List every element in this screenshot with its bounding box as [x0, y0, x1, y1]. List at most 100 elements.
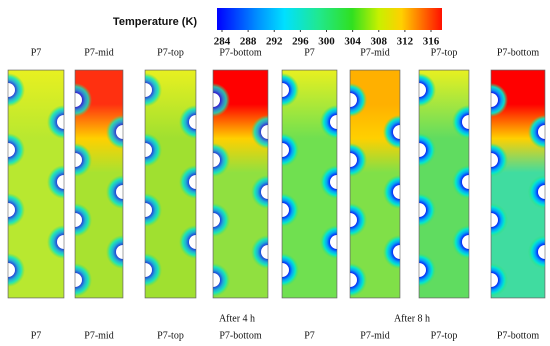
- tube: [8, 143, 15, 157]
- halo: [251, 175, 268, 209]
- halo: [419, 133, 436, 167]
- halo: [145, 253, 162, 287]
- contour-panel: [213, 70, 268, 298]
- tube: [57, 235, 64, 249]
- panel-label: P7-mid: [360, 47, 389, 58]
- tube: [538, 245, 545, 259]
- halo: [213, 143, 230, 177]
- halo: [145, 133, 162, 167]
- panel-label: P7: [304, 330, 315, 341]
- colorbar: [217, 8, 442, 30]
- tube: [189, 175, 196, 189]
- tube: [491, 213, 498, 227]
- tube: [330, 115, 337, 129]
- tube: [8, 83, 15, 97]
- tube: [145, 143, 152, 157]
- tube: [116, 245, 123, 259]
- halo: [145, 193, 162, 227]
- tick-label: 284: [214, 36, 231, 48]
- halo: [491, 203, 508, 237]
- panel-border: [281, 69, 338, 299]
- tube: [393, 245, 400, 259]
- tube: [75, 153, 82, 167]
- halo: [75, 143, 92, 177]
- tube: [213, 273, 220, 287]
- tube: [330, 175, 337, 189]
- halo: [179, 165, 196, 199]
- panel-label: P7-mid: [360, 330, 389, 341]
- tube: [350, 273, 357, 287]
- tube: [350, 153, 357, 167]
- colorbar-title: Temperature (K): [113, 16, 197, 28]
- halo: [106, 175, 123, 209]
- halo: [8, 133, 25, 167]
- halo: [106, 235, 123, 269]
- tube: [282, 263, 289, 277]
- halo: [106, 115, 123, 149]
- panel-label: P7: [31, 47, 42, 58]
- caption: After 8 h: [394, 313, 430, 324]
- tube: [462, 175, 469, 189]
- halo: [282, 253, 299, 287]
- halo: [47, 225, 64, 259]
- tube: [57, 175, 64, 189]
- tick-label: 308: [371, 36, 388, 48]
- panel-label: P7-mid: [84, 47, 113, 58]
- halo: [350, 203, 367, 237]
- halo: [383, 115, 400, 149]
- tube: [462, 115, 469, 129]
- panel-border: [7, 69, 65, 299]
- halo: [213, 83, 230, 117]
- halo: [251, 235, 268, 269]
- tube: [282, 83, 289, 97]
- panel-label: P7-bottom: [497, 330, 539, 341]
- tick-label: 300: [318, 36, 335, 48]
- panel-label: P7-bottom: [219, 47, 261, 58]
- halo: [251, 115, 268, 149]
- tube: [75, 273, 82, 287]
- panel-label: P7-bottom: [219, 330, 261, 341]
- tick-label: 312: [397, 36, 414, 48]
- halo: [419, 193, 436, 227]
- contour-panel: [491, 70, 545, 298]
- tube: [75, 213, 82, 227]
- panel-border: [349, 69, 401, 299]
- tube: [350, 213, 357, 227]
- contour-panel: [350, 70, 400, 298]
- contour-panel: [75, 70, 123, 298]
- halo: [491, 263, 508, 297]
- halo: [282, 133, 299, 167]
- halo: [419, 253, 436, 287]
- halo: [75, 203, 92, 237]
- halo: [452, 165, 469, 199]
- halo: [8, 73, 25, 107]
- halo: [75, 83, 92, 117]
- tube: [116, 125, 123, 139]
- halo: [491, 143, 508, 177]
- tube: [393, 125, 400, 139]
- tube: [282, 203, 289, 217]
- halo: [528, 115, 545, 149]
- contour-panel: [419, 70, 469, 298]
- tube: [419, 203, 426, 217]
- tube: [491, 273, 498, 287]
- halo: [47, 105, 64, 139]
- tube: [419, 263, 426, 277]
- tube: [330, 235, 337, 249]
- panel-label: P7: [304, 47, 315, 58]
- tube: [419, 83, 426, 97]
- tube: [393, 185, 400, 199]
- contour-panel: [145, 70, 196, 298]
- panel-border: [144, 69, 197, 299]
- tick-label: 304: [344, 36, 361, 48]
- halo: [452, 225, 469, 259]
- halo: [282, 73, 299, 107]
- contour-panel: [282, 70, 337, 298]
- panel-label: P7-top: [157, 330, 184, 341]
- tick-label: 292: [266, 36, 283, 48]
- tube: [491, 153, 498, 167]
- tick-label: 288: [240, 36, 257, 48]
- panel-label: P7-top: [431, 47, 458, 58]
- halo: [452, 105, 469, 139]
- tube: [462, 235, 469, 249]
